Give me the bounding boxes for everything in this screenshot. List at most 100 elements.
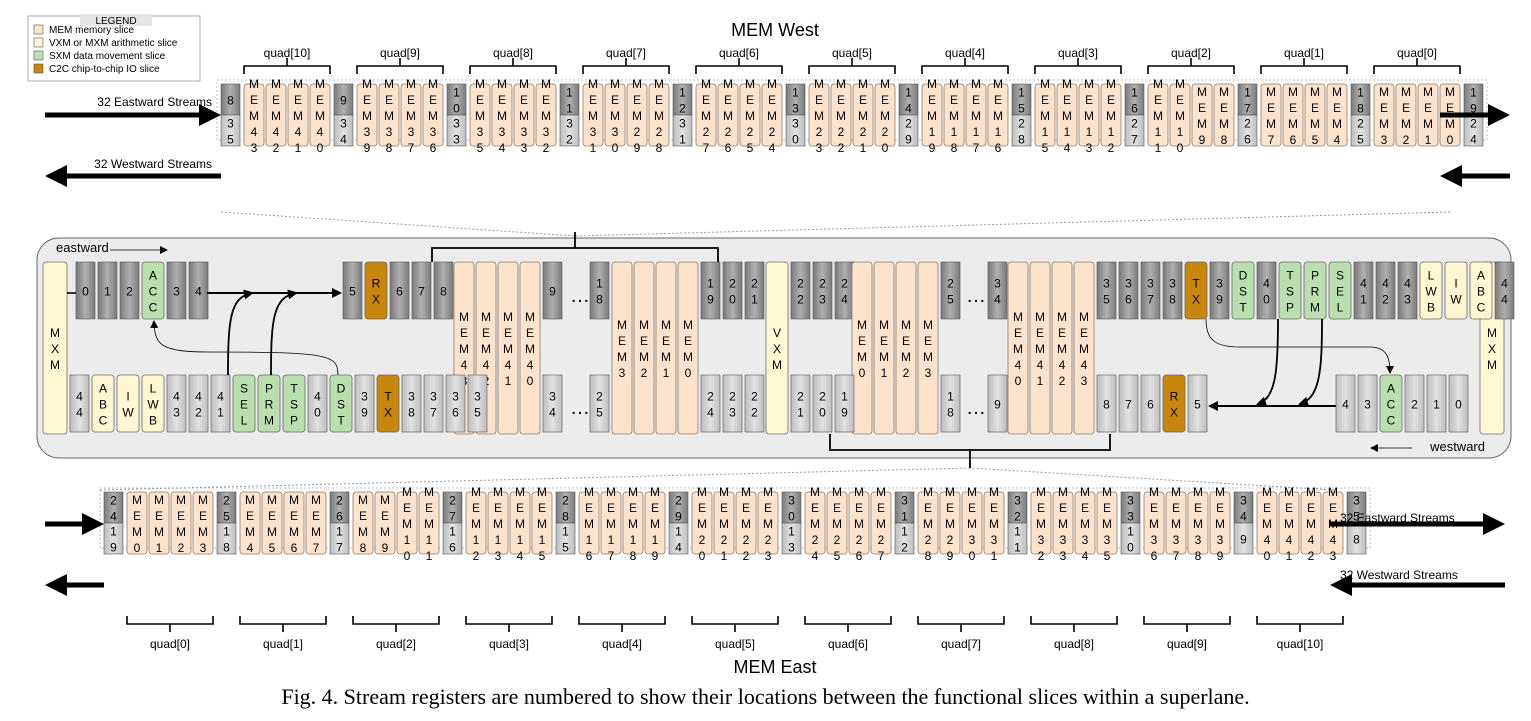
mem-west-mem-slice [943,83,965,147]
east-reg-label: 0 [82,285,89,299]
quad-bracket-bottom [1030,616,1118,632]
lwb-west-slice [141,374,165,433]
east-reg [700,261,721,320]
mem-west-group-slice [519,261,541,435]
mem-east-reg-bottom [216,522,237,555]
quad-bracket-bottom-label: quad[5] [715,637,755,651]
abc-east-slice [1469,261,1493,320]
mem-west-mem-slice [1034,83,1056,147]
dst-east-slice [1231,261,1255,320]
west-reg [812,374,833,433]
mem-east-mem-slice [148,491,170,555]
quad-bracket-top-label: quad[4] [945,46,985,60]
quad-bracket-top [1373,58,1461,74]
mem-east-mem-slice [713,491,735,555]
mem-east-mem-slice [1143,491,1165,555]
mem-east-mem-slice [1165,491,1187,555]
west-reg [722,374,743,433]
quad-bracket-top [921,58,1009,74]
top-westward-arrow-out-head [45,165,67,187]
rx-west-slice [1162,374,1186,433]
mem-east-mem-slice [735,491,757,555]
mem-east-group-slice [873,261,895,435]
mem-west-mem-slice [243,83,265,147]
mem-east-group-slice [1029,261,1051,435]
quad-bracket-top-label: quad[1] [1284,46,1324,60]
mem-west-mem-slice [830,83,852,147]
quad-bracket-top [1260,58,1348,74]
west-reg [790,374,811,433]
quad-bracket-top-label: quad[5] [832,46,872,60]
mem-west-mem-slice [1056,83,1078,147]
east-reg [790,261,811,320]
mem-west-mem-slice [808,83,830,147]
legend-item-label: MEM memory slice [49,25,134,36]
east-reg [1375,261,1396,320]
zoom-line [574,211,1451,237]
quad-bracket-bottom-label: quad[9] [1167,637,1207,651]
mem-west-mem-slice [604,83,626,147]
east-reg [987,261,1008,320]
west-reg [834,374,855,433]
ellipsis: … [966,397,986,419]
mem-east-mem-slice [352,491,374,555]
mem-west-mem-slice [987,83,1009,147]
mem-east-mem-slice [622,491,644,555]
ellipsis: … [570,285,590,307]
west-reg-label: 3 [1364,398,1371,412]
mem-east-mem-slice [1030,491,1052,555]
abc-west-slice [91,374,115,433]
mem-west-group-slice [655,261,677,435]
mem-east-mem-slice [192,491,214,555]
mem-west-mem-slice [1191,83,1213,147]
west-reg [354,374,375,433]
mem-west-mem-slice [717,83,739,147]
mem-east-reg-bottom [1233,522,1254,555]
west-reg-label: 7 [1125,398,1132,412]
mem-west-reg-top-label: 9 [340,94,347,108]
bottom-eastward-arrow-in-head [82,513,104,535]
mem-west-reg-bottom [220,114,241,147]
